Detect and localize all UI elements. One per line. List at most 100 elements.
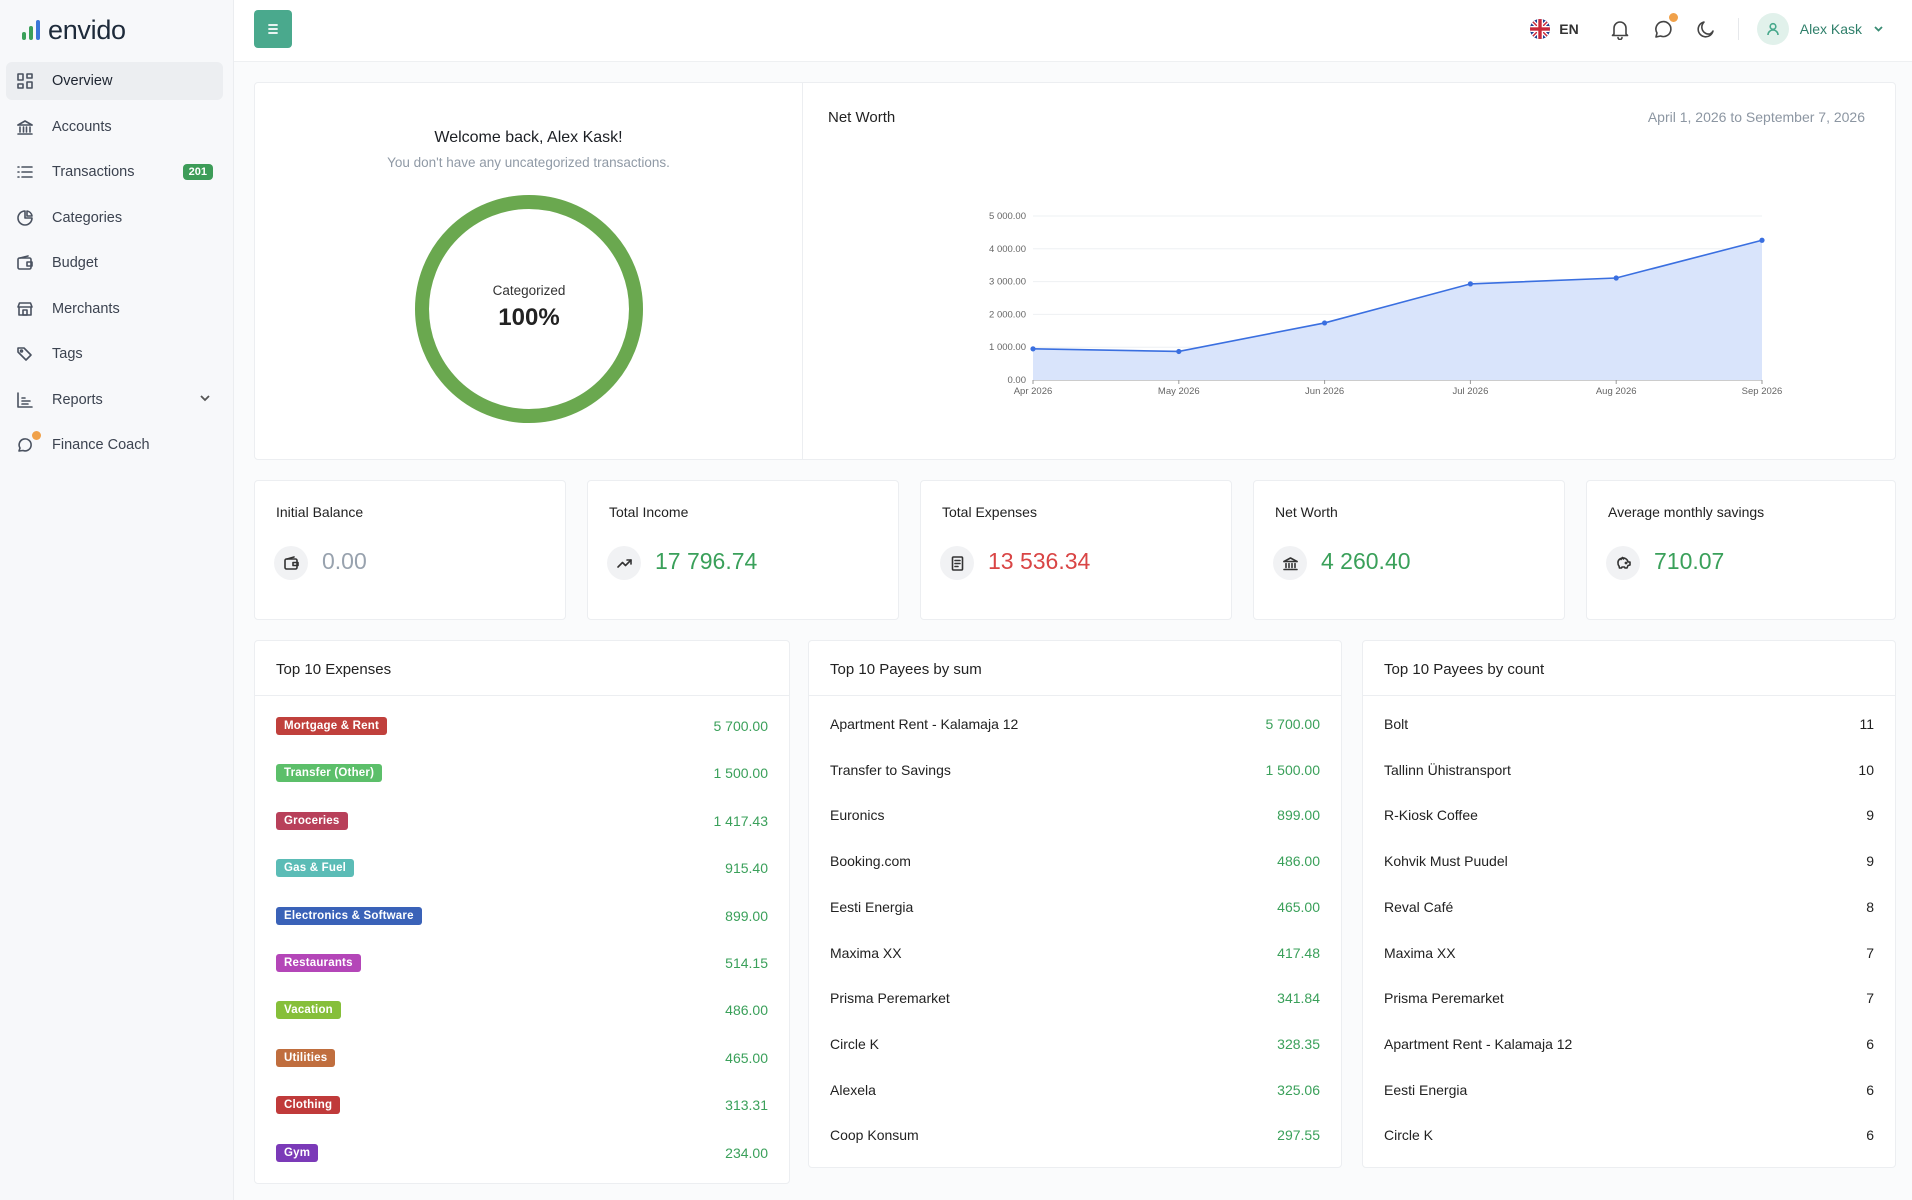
payee-row[interactable]: Euronics 899.00 xyxy=(830,800,1320,830)
chevron-down-icon[interactable] xyxy=(199,392,211,408)
payee-count: 8 xyxy=(1866,898,1874,915)
expense-row[interactable]: Groceries 1 417.43 xyxy=(276,806,768,836)
payee-name: Circle K xyxy=(830,1035,880,1052)
payee-name: Bolt xyxy=(1384,716,1409,732)
expense-row[interactable]: Utilities 465.00 xyxy=(276,1043,768,1073)
sidebar-item-reports[interactable]: Reports xyxy=(6,381,223,419)
payee-name: Kohvik Must Puudel xyxy=(1384,853,1508,870)
payee-name: Prisma Peremarket xyxy=(830,990,950,1007)
top-payees-by-count-card: Top 10 Payees by count Bolt 11 Tallinn Ühi… xyxy=(1362,640,1896,1168)
payee-row[interactable]: Maxima XX 417.48 xyxy=(830,938,1320,968)
amount-value: 5 700.00 xyxy=(713,718,769,734)
payee-row[interactable]: Coop Konsum 297.55 xyxy=(830,1120,1320,1150)
payee-count: 6 xyxy=(1866,1081,1874,1098)
welcome-subtitle: You don't have any uncategorized transac… xyxy=(387,155,670,170)
moon-icon[interactable] xyxy=(1695,18,1717,40)
stat-value: 710.07 xyxy=(1654,548,1725,574)
payee-name: Apartment Rent - Kalamaja 12 xyxy=(1384,1035,1573,1052)
payee-count: 7 xyxy=(1866,944,1874,961)
stat-title: Initial Balance xyxy=(276,504,364,520)
data-point xyxy=(1176,348,1182,355)
series-area xyxy=(1033,240,1762,380)
sidebar-item-tags[interactable]: Tags xyxy=(6,335,223,373)
category-tag: Vacation xyxy=(276,1001,341,1020)
expense-row[interactable]: Vacation 486.00 xyxy=(276,995,768,1025)
x-tick-label: Apr 2026 xyxy=(1014,386,1053,397)
category-tag: Clothing xyxy=(276,1096,341,1115)
sidebar-item-finance-coach[interactable]: Finance Coach xyxy=(6,426,223,464)
payee-count: 9 xyxy=(1866,807,1874,824)
payee-row[interactable]: Booking.com 486.00 xyxy=(830,846,1320,876)
payee-row[interactable]: Reval Café 8 xyxy=(1384,892,1874,922)
language-code: EN xyxy=(1559,21,1579,37)
sidebar-item-categories[interactable]: Categories xyxy=(6,199,223,237)
amount-value: 465.00 xyxy=(1277,898,1320,915)
sidebar-item-merchants[interactable]: Merchants xyxy=(6,290,223,328)
sidebar-item-transactions[interactable]: Transactions 201 xyxy=(6,153,223,191)
card-title: Top 10 Payees by count xyxy=(1384,661,1545,678)
payee-row[interactable]: Circle K 328.35 xyxy=(830,1029,1320,1059)
expense-row[interactable]: Transfer (Other) 1 500.00 xyxy=(276,758,768,788)
stat-value: 0.00 xyxy=(322,548,367,574)
top-payees-by-sum-card: Top 10 Payees by sum Apartment Rent - Ka… xyxy=(808,640,1342,1168)
payee-row[interactable]: Eesti Energia 465.00 xyxy=(830,892,1320,922)
amount-value: 486.00 xyxy=(1277,853,1320,870)
amount-value: 899.00 xyxy=(1277,807,1320,824)
sidebar-item-budget[interactable]: Budget xyxy=(6,244,223,282)
notification-dot xyxy=(1667,12,1679,23)
stat-card-net-worth: Net Worth 4 260.40 xyxy=(1253,480,1565,620)
bank-icon xyxy=(16,118,34,136)
expense-row[interactable]: Mortgage & Rent 5 700.00 xyxy=(276,711,768,741)
net-worth-date-range: April 1, 2026 to September 7, 2026 xyxy=(1647,109,1865,125)
amount-value: 297.55 xyxy=(1277,1127,1320,1144)
card-title: Top 10 Payees by sum xyxy=(830,661,982,678)
sidebar-item-accounts[interactable]: Accounts xyxy=(6,108,223,146)
language-selector[interactable]: EN xyxy=(1530,19,1579,39)
payee-name: Eesti Energia xyxy=(830,898,914,915)
payee-row[interactable]: Eesti Energia 6 xyxy=(1384,1075,1874,1105)
notification-dot xyxy=(32,431,41,440)
payee-row[interactable]: Apartment Rent - Kalamaja 12 5 700.00 xyxy=(830,709,1320,739)
x-tick-label: Jul 2026 xyxy=(1452,386,1488,397)
chat-icon[interactable] xyxy=(1652,12,1679,40)
payee-row[interactable]: Transfer to Savings 1 500.00 xyxy=(830,755,1320,785)
payee-row[interactable]: Prisma Peremarket 7 xyxy=(1384,983,1874,1013)
grid-icon xyxy=(16,72,34,90)
sidebar-item-label: Overview xyxy=(52,73,113,89)
payee-name: Maxima XX xyxy=(1384,944,1456,961)
amount-value: 417.48 xyxy=(1277,944,1320,961)
expense-row[interactable]: Gas & Fuel 915.40 xyxy=(276,853,768,883)
pie-chart-icon xyxy=(16,209,34,227)
amount-value: 313.31 xyxy=(725,1097,768,1114)
amount-value: 1 500.00 xyxy=(713,765,769,782)
bell-icon[interactable] xyxy=(1609,18,1631,41)
x-tick-label: May 2026 xyxy=(1158,386,1200,397)
stat-card-average-monthly-savings: Average monthly savings 710.07 xyxy=(1586,480,1896,620)
payee-row[interactable]: Tallinn Ühistransport 10 xyxy=(1384,755,1874,785)
menu-toggle-button[interactable] xyxy=(254,10,292,48)
payee-row[interactable]: Apartment Rent - Kalamaja 12 6 xyxy=(1384,1029,1874,1059)
expense-row[interactable]: Restaurants 514.15 xyxy=(276,948,768,978)
payee-row[interactable]: Alexela 325.06 xyxy=(830,1075,1320,1105)
sidebar-item-overview[interactable]: Overview xyxy=(6,62,223,100)
payee-row[interactable]: Maxima XX 7 xyxy=(1384,938,1874,968)
payee-row[interactable]: R-Kiosk Coffee 9 xyxy=(1384,800,1874,830)
transactions-count-badge: 201 xyxy=(182,164,213,180)
expense-row[interactable]: Electronics & Software 899.00 xyxy=(276,901,768,931)
stat-card-total-expenses: Total Expenses 13 536.34 xyxy=(920,480,1232,620)
expense-row[interactable]: Gym 234.00 xyxy=(276,1138,768,1168)
payee-name: R-Kiosk Coffee xyxy=(1384,807,1478,824)
payee-row[interactable]: Bolt 11 xyxy=(1384,709,1874,739)
payee-row[interactable]: Prisma Peremarket 341.84 xyxy=(830,983,1320,1013)
brand-logo[interactable]: envido xyxy=(22,14,126,46)
stat-card-total-income: Total Income 17 796.74 xyxy=(587,480,899,620)
sidebar-item-label: Merchants xyxy=(52,300,120,317)
top-expenses-card: Top 10 Expenses Mortgage & Rent 5 700.00 T… xyxy=(254,640,790,1184)
payee-row[interactable]: Circle K 6 xyxy=(1384,1120,1874,1150)
y-tick-label: 4 000.00 xyxy=(989,244,1026,255)
piggy-bank-icon xyxy=(1606,546,1640,580)
user-menu[interactable]: Alex Kask xyxy=(1756,13,1884,45)
categorized-donut-chart xyxy=(415,195,643,423)
payee-row[interactable]: Kohvik Must Puudel 9 xyxy=(1384,846,1874,876)
expense-row[interactable]: Clothing 313.31 xyxy=(276,1090,768,1120)
